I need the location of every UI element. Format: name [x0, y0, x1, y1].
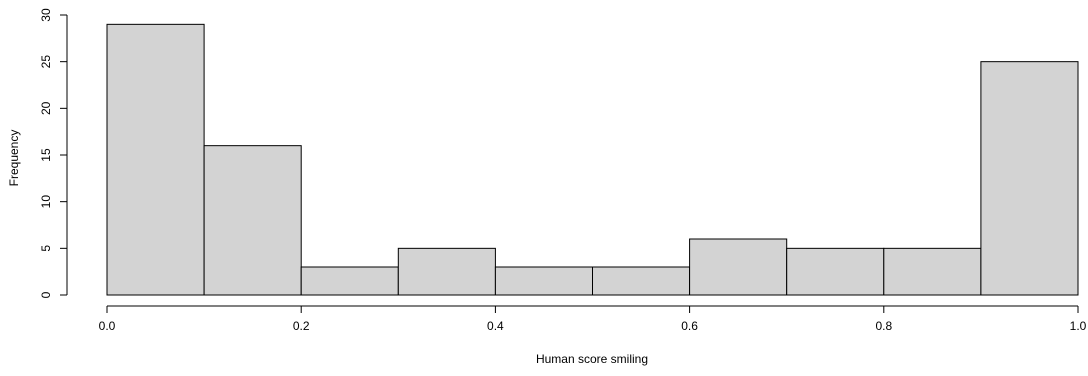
histogram-bar [300, 266, 399, 296]
y-tick-label: 25 [39, 55, 53, 69]
histogram-bar [786, 247, 885, 296]
y-tick-label: 15 [39, 148, 53, 162]
histogram-bar [980, 61, 1079, 296]
histogram-bar [689, 238, 788, 296]
histogram-bar [494, 266, 593, 296]
x-tick-label: 0.4 [487, 319, 504, 333]
x-axis: 0.0 0.2 0.4 0.6 0.8 1.0 [99, 305, 1087, 333]
bars-layer [106, 23, 1079, 296]
x-tick-label: 1.0 [1070, 319, 1087, 333]
y-axis-label: Frequency [7, 130, 21, 187]
x-tick-label: 0.2 [293, 319, 310, 333]
y-tick-label: 0 [39, 291, 53, 298]
histogram-bar [203, 145, 302, 296]
y-tick-label: 20 [39, 101, 53, 115]
y-axis: 0 5 10 15 20 25 30 [39, 8, 68, 298]
x-tick-label: 0.0 [99, 319, 116, 333]
x-tick-label: 0.8 [875, 319, 892, 333]
x-axis-label: Human score smiling [536, 352, 648, 366]
y-tick-label: 30 [39, 8, 53, 22]
y-tick-label: 10 [39, 195, 53, 209]
x-tick-label: 0.6 [681, 319, 698, 333]
histogram-bar [106, 23, 205, 296]
histogram-bar [592, 266, 691, 296]
y-tick-label: 5 [39, 245, 53, 252]
histogram-bar [397, 247, 496, 296]
histogram-bar [883, 247, 982, 296]
